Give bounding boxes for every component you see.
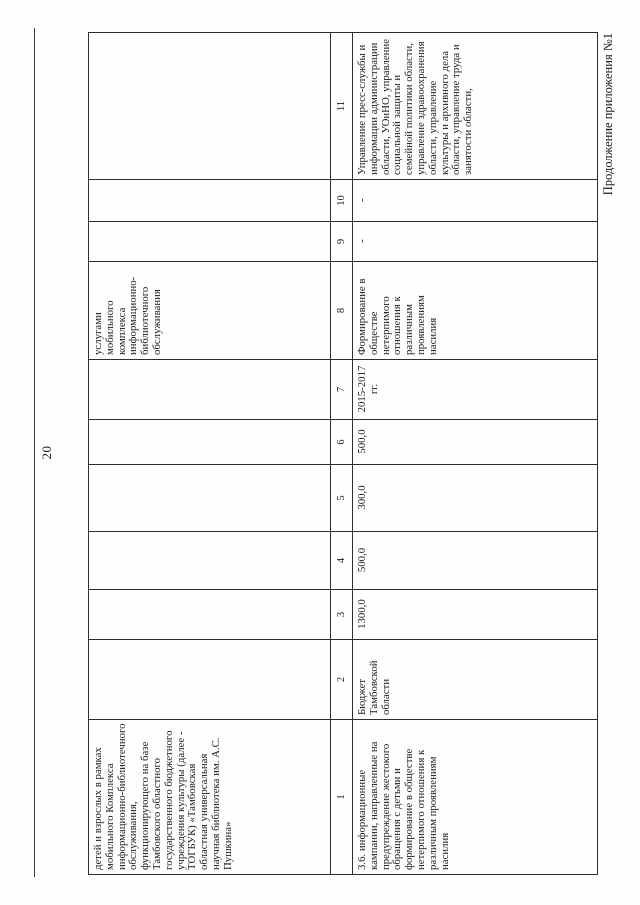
activity-name-cell: 3.6. информационные кампании, направленн… xyxy=(352,719,598,875)
empty-cell xyxy=(88,419,331,465)
table-row-carryover: детей и взрослых в рамках мобильного Ком… xyxy=(88,32,331,875)
period-cell: 2015-2017 гг. xyxy=(352,359,598,420)
empty-cell xyxy=(88,464,331,532)
empty-cell xyxy=(88,221,331,262)
column-number-cell: 7 xyxy=(330,359,353,420)
expected-result-continuation-cell: услугами мобильного комплекса информацио… xyxy=(88,261,331,360)
amount-2016-cell: 300,0 xyxy=(352,464,598,532)
activity-continuation-cell: детей и взрослых в рамках мобильного Ком… xyxy=(88,719,331,875)
table-row-activity-3-6: 3.6. информационные кампании, направленн… xyxy=(352,32,598,875)
program-activities-table: детей и взрослых в рамках мобильного Ком… xyxy=(88,32,598,875)
empty-cell xyxy=(88,359,331,420)
empty-cell xyxy=(88,32,331,180)
expected-result-cell: Формирование в обществе нетерпимого отно… xyxy=(352,261,598,360)
dash-cell: - xyxy=(352,221,598,262)
column-number-cell: 10 xyxy=(330,179,353,222)
funding-source-cell: Бюджет Тамбовской области xyxy=(352,639,598,720)
dash-cell: - xyxy=(352,179,598,222)
column-number-cell: 9 xyxy=(330,221,353,262)
column-number-cell: 8 xyxy=(330,261,353,360)
empty-cell xyxy=(88,639,331,720)
page-edge-rule xyxy=(34,28,35,877)
total-amount-cell: 1300,0 xyxy=(352,589,598,640)
executors-cell: Управление пресс-службы и информации адм… xyxy=(352,32,598,180)
column-number-cell: 11 xyxy=(330,32,353,180)
column-number-cell: 6 xyxy=(330,419,353,465)
table-row-column-numbers: 1 2 3 4 5 6 7 8 9 10 11 xyxy=(330,32,353,875)
empty-cell xyxy=(88,589,331,640)
continuation-note: Продолжение приложения №1 xyxy=(601,33,615,196)
amount-2015-cell: 500,0 xyxy=(352,531,598,590)
empty-cell xyxy=(88,531,331,590)
column-number-cell: 2 xyxy=(330,639,353,720)
empty-cell xyxy=(88,179,331,222)
column-number-cell: 1 xyxy=(330,719,353,875)
amount-2017-cell: 500,0 xyxy=(352,419,598,465)
column-number-cell: 3 xyxy=(330,589,353,640)
column-number-cell: 5 xyxy=(330,464,353,532)
page-number: 20 xyxy=(39,445,54,460)
column-number-cell: 4 xyxy=(330,531,353,590)
